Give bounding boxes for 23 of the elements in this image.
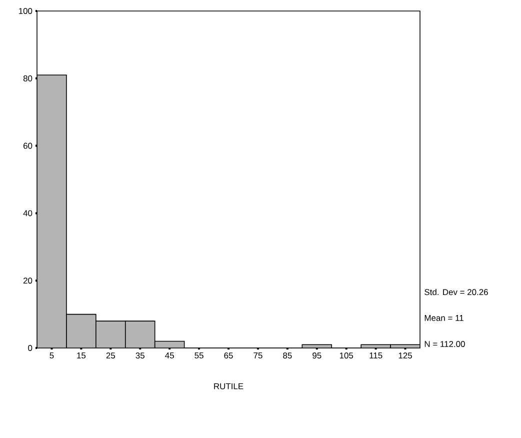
x-tick-label: 75 [254,352,262,358]
x-tick-label: 15 [77,352,86,358]
x-tick-label: 85 [283,352,292,359]
x-axis-title: RUTILE [214,383,244,390]
x-tick-label: 5 [50,352,54,358]
x-tick-label: 65 [224,352,233,359]
y-tick-label: 0 [28,345,32,351]
text: Std. Dev = 20.26 [424,288,488,296]
x-tick-label: 55 [194,352,204,358]
y-tick-label: 40 [23,210,32,216]
y-tick-label: 80 [23,75,32,82]
x-tick-label: 95 [312,352,322,359]
x-tick-label: 45 [165,352,174,358]
x-tick-label: 105 [340,352,354,359]
text: Mean = 11 [424,315,464,321]
y-tick-label: 100 [18,8,32,14]
y-tick-label: 20 [23,278,32,284]
x-tick-label: 115 [370,352,382,358]
y-tick-label: 60 [23,142,32,149]
x-tick-label: 125 [398,352,412,359]
x-tick-label: 25 [106,352,116,359]
x-tick-label: 35 [136,352,144,359]
text: N = 112.00 [424,341,465,347]
